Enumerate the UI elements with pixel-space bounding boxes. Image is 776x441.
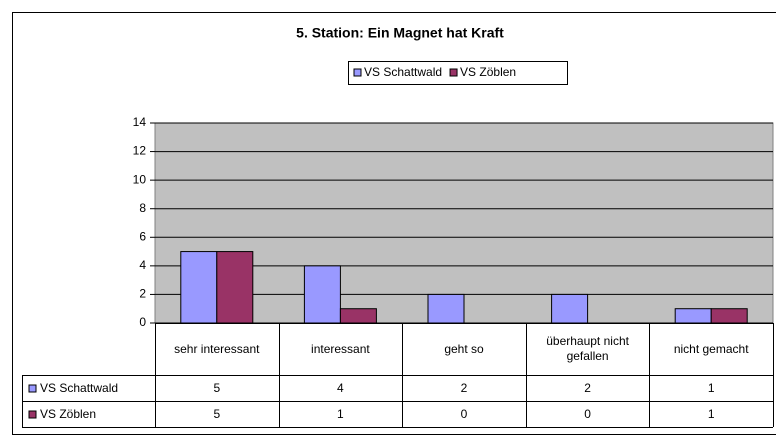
x-tick-label: geht so — [444, 341, 484, 356]
table-value: 2 — [461, 381, 468, 395]
table-series-label: VS Zöblen — [40, 407, 96, 421]
bar — [551, 293, 589, 324]
table-value: 0 — [584, 407, 591, 421]
legend-swatch — [449, 68, 458, 77]
y-tick-label: 6 — [139, 229, 146, 243]
bar — [216, 251, 254, 324]
table-value: 5 — [213, 407, 220, 421]
legend-label: VS Zöblen — [460, 65, 516, 79]
table-value: 1 — [337, 407, 344, 421]
legend-label: VS Schattwald — [364, 65, 442, 79]
y-tick-label: 4 — [139, 258, 146, 272]
x-tick-label: sehr interessant — [174, 341, 260, 356]
plot-area — [154, 122, 774, 324]
table-series-label: VS Schattwald — [40, 381, 118, 395]
bar — [674, 308, 712, 324]
y-tick-label: 12 — [133, 144, 147, 158]
bar — [180, 251, 218, 324]
bar — [303, 265, 341, 324]
chart-title: 5. Station: Ein Magnet hat Kraft — [296, 25, 504, 41]
table-legend-swatch — [28, 410, 37, 419]
table-value: 0 — [461, 407, 468, 421]
bar — [427, 293, 465, 324]
table-value: 4 — [337, 381, 344, 395]
table-value: 2 — [584, 381, 591, 395]
legend-swatch — [353, 68, 362, 77]
bar — [710, 308, 748, 324]
x-tick-label: interessant — [311, 341, 370, 356]
y-tick-label: 2 — [139, 287, 146, 301]
x-tick-label: überhaupt nicht gefallen — [546, 334, 629, 363]
table-value: 1 — [708, 407, 715, 421]
y-tick-label: 14 — [133, 115, 147, 129]
table-legend-swatch — [28, 384, 37, 393]
table-value: 1 — [708, 381, 715, 395]
y-tick-label: 8 — [139, 201, 146, 215]
table-value: 5 — [213, 381, 220, 395]
legend-box — [348, 61, 568, 85]
x-tick-label: nicht gemacht — [673, 341, 749, 356]
bar — [339, 308, 377, 324]
y-tick-label: 10 — [133, 172, 147, 186]
y-tick-label: 0 — [139, 315, 146, 329]
